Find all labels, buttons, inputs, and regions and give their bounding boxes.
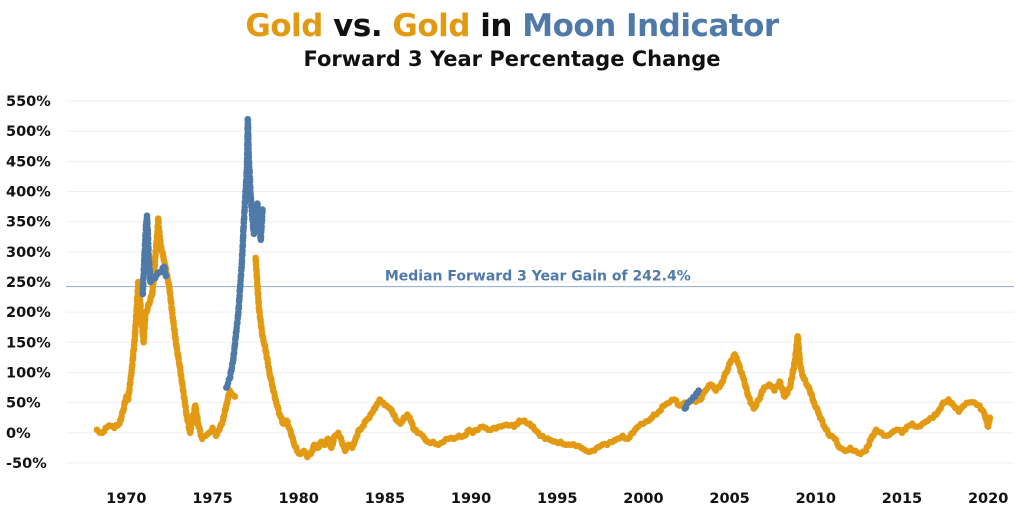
x-tick-label: 1990 <box>451 491 491 507</box>
title-part-3: in <box>469 8 523 44</box>
y-axis: -50% 0% 50% 100% 150% 200% 250% 300% 350% 400% 450… <box>6 94 51 472</box>
y-tick-label: 200% <box>6 305 51 321</box>
data-point <box>986 414 994 422</box>
data-point <box>695 387 702 394</box>
x-tick-label: 2010 <box>796 491 836 507</box>
series-moon <box>139 115 702 412</box>
chart-title: Gold vs. Gold in Moon Indicator <box>0 6 1024 46</box>
y-tick-label: 300% <box>6 245 51 261</box>
title-part-2: Gold <box>392 8 470 44</box>
x-tick-label: 1980 <box>279 491 319 507</box>
chart-header: Gold vs. Gold in Moon Indicator Forward … <box>0 6 1024 72</box>
y-tick-label: 450% <box>6 154 51 170</box>
data-point <box>259 206 266 213</box>
y-tick-label: 400% <box>6 185 51 201</box>
y-tick-label: 50% <box>6 396 41 412</box>
x-tick-label: 1975 <box>192 491 232 507</box>
x-tick-label: 2015 <box>882 491 922 507</box>
annotations: Median Forward 3 Year Gain of 242.4% <box>385 269 691 285</box>
series-group <box>93 115 994 461</box>
x-tick-label: 1970 <box>106 491 146 507</box>
data-point <box>162 272 170 280</box>
median-annotation: Median Forward 3 Year Gain of 242.4% <box>385 269 691 285</box>
title-part-4: Moon Indicator <box>522 8 779 44</box>
chart-subtitle: Forward 3 Year Percentage Change <box>303 47 721 71</box>
y-tick-label: 250% <box>6 275 51 291</box>
data-point <box>231 393 239 400</box>
x-tick-label: 2000 <box>623 491 663 507</box>
y-tick-label: 0% <box>6 426 31 442</box>
y-tick-label: 150% <box>6 335 51 351</box>
y-tick-label: -50% <box>6 456 47 472</box>
y-tick-label: 350% <box>6 215 51 231</box>
y-tick-label: 550% <box>6 94 51 110</box>
y-tick-label: 500% <box>6 124 51 140</box>
y-tick-label: 100% <box>6 365 51 381</box>
x-tick-label: 2020 <box>968 491 1008 507</box>
title-part-0: Gold <box>245 8 323 44</box>
title-part-1: vs. <box>322 8 393 44</box>
x-tick-label: 1985 <box>365 491 405 507</box>
x-tick-label: 1995 <box>537 491 577 507</box>
x-tick-label: 2005 <box>709 491 749 507</box>
x-axis: 1970 1975 1980 1985 1990 1995 2000 2005 2010 2015… <box>106 491 1008 507</box>
